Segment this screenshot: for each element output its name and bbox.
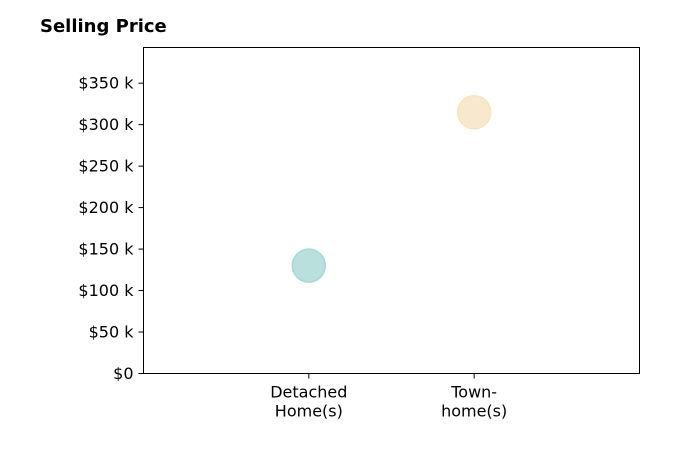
y-tick-label: $350 k: [78, 74, 134, 93]
plot-area-frame: [143, 47, 640, 374]
x-tick-label: Detached Home(s): [270, 383, 347, 421]
y-axis: $0 $50 k $100 k $150 k $200 k $250 k $300 k $35…: [78, 74, 144, 383]
y-tick-label: $0: [113, 364, 133, 383]
y-tick-label: $100 k: [78, 281, 134, 300]
data-point: [456, 94, 492, 130]
data-points: [291, 94, 492, 283]
y-tick-label: $150 k: [78, 240, 134, 259]
y-tick-label: $200 k: [78, 198, 134, 217]
data-point: [291, 248, 327, 283]
y-tick-label: $250 k: [78, 157, 134, 176]
y-tick-label: $50 k: [89, 323, 135, 342]
x-tick-label: Town-home(s): [441, 383, 507, 421]
y-tick-label: $300 k: [78, 115, 134, 134]
x-axis: Detached Home(s) Town-home(s): [270, 373, 507, 421]
chart-title: Selling Price: [40, 16, 167, 37]
